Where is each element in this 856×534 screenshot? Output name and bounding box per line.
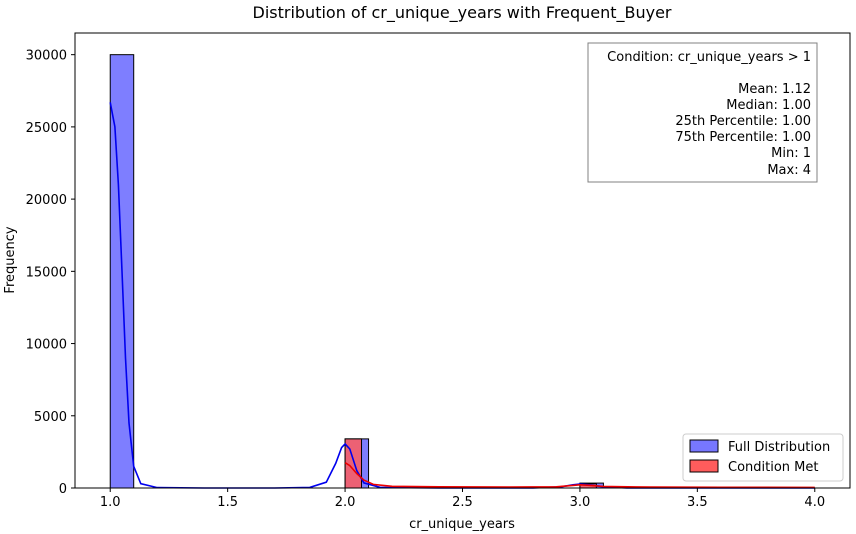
bars-layer xyxy=(109,54,604,489)
y-tick-label: 30000 xyxy=(26,49,67,64)
legend-swatch-condition xyxy=(689,459,719,473)
y-tick-label: 15000 xyxy=(26,265,67,280)
x-tick-label: 3.5 xyxy=(687,495,708,510)
y-tick-label: 5000 xyxy=(34,410,67,425)
x-tick-label: 4.0 xyxy=(804,495,825,510)
y-axis-label: Frequency xyxy=(3,226,18,293)
annotation-min: Min: 1 xyxy=(771,146,811,161)
y-tick-label: 25000 xyxy=(26,121,67,136)
x-tick-label: 3.0 xyxy=(570,495,591,510)
y-tick-label: 10000 xyxy=(26,338,67,353)
x-axis-label: cr_unique_years xyxy=(409,517,515,532)
y-tick-label: 0 xyxy=(59,482,67,497)
x-tick-label: 2.5 xyxy=(452,495,473,510)
x-tick-label: 1.5 xyxy=(217,495,238,510)
annotation-median: Median: 1.00 xyxy=(726,98,811,113)
legend-label-full: Full Distribution xyxy=(728,440,830,455)
y-tick-label: 20000 xyxy=(26,193,67,208)
kde-layer xyxy=(109,102,815,489)
annotation-p75: 75th Percentile: 1.00 xyxy=(675,130,811,145)
legend: Full Distribution Condition Met xyxy=(682,433,844,482)
x-tick-label: 2.0 xyxy=(335,495,356,510)
x-axis-ticks: 1.0 1.5 2.0 2.5 3.0 3.5 4.0 xyxy=(100,488,825,510)
stats-annotation-box: Condition: cr_unique_years > 1 Mean: 1.1… xyxy=(587,42,818,183)
annotation-max: Max: 4 xyxy=(767,163,811,178)
x-tick-label: 1.0 xyxy=(100,495,121,510)
plot-area xyxy=(74,32,851,489)
chart-title: Distribution of cr_unique_years with Fre… xyxy=(253,3,672,23)
annotation-condition: Condition: cr_unique_years > 1 xyxy=(607,50,811,65)
annotation-mean: Mean: 1.12 xyxy=(738,82,811,97)
condition-met-kde-line xyxy=(344,462,815,489)
legend-label-condition: Condition Met xyxy=(728,460,818,475)
legend-swatch-full xyxy=(689,439,719,453)
y-axis-ticks: 0 5000 10000 15000 20000 25000 30000 xyxy=(26,49,75,497)
annotation-p25: 25th Percentile: 1.00 xyxy=(675,114,811,129)
